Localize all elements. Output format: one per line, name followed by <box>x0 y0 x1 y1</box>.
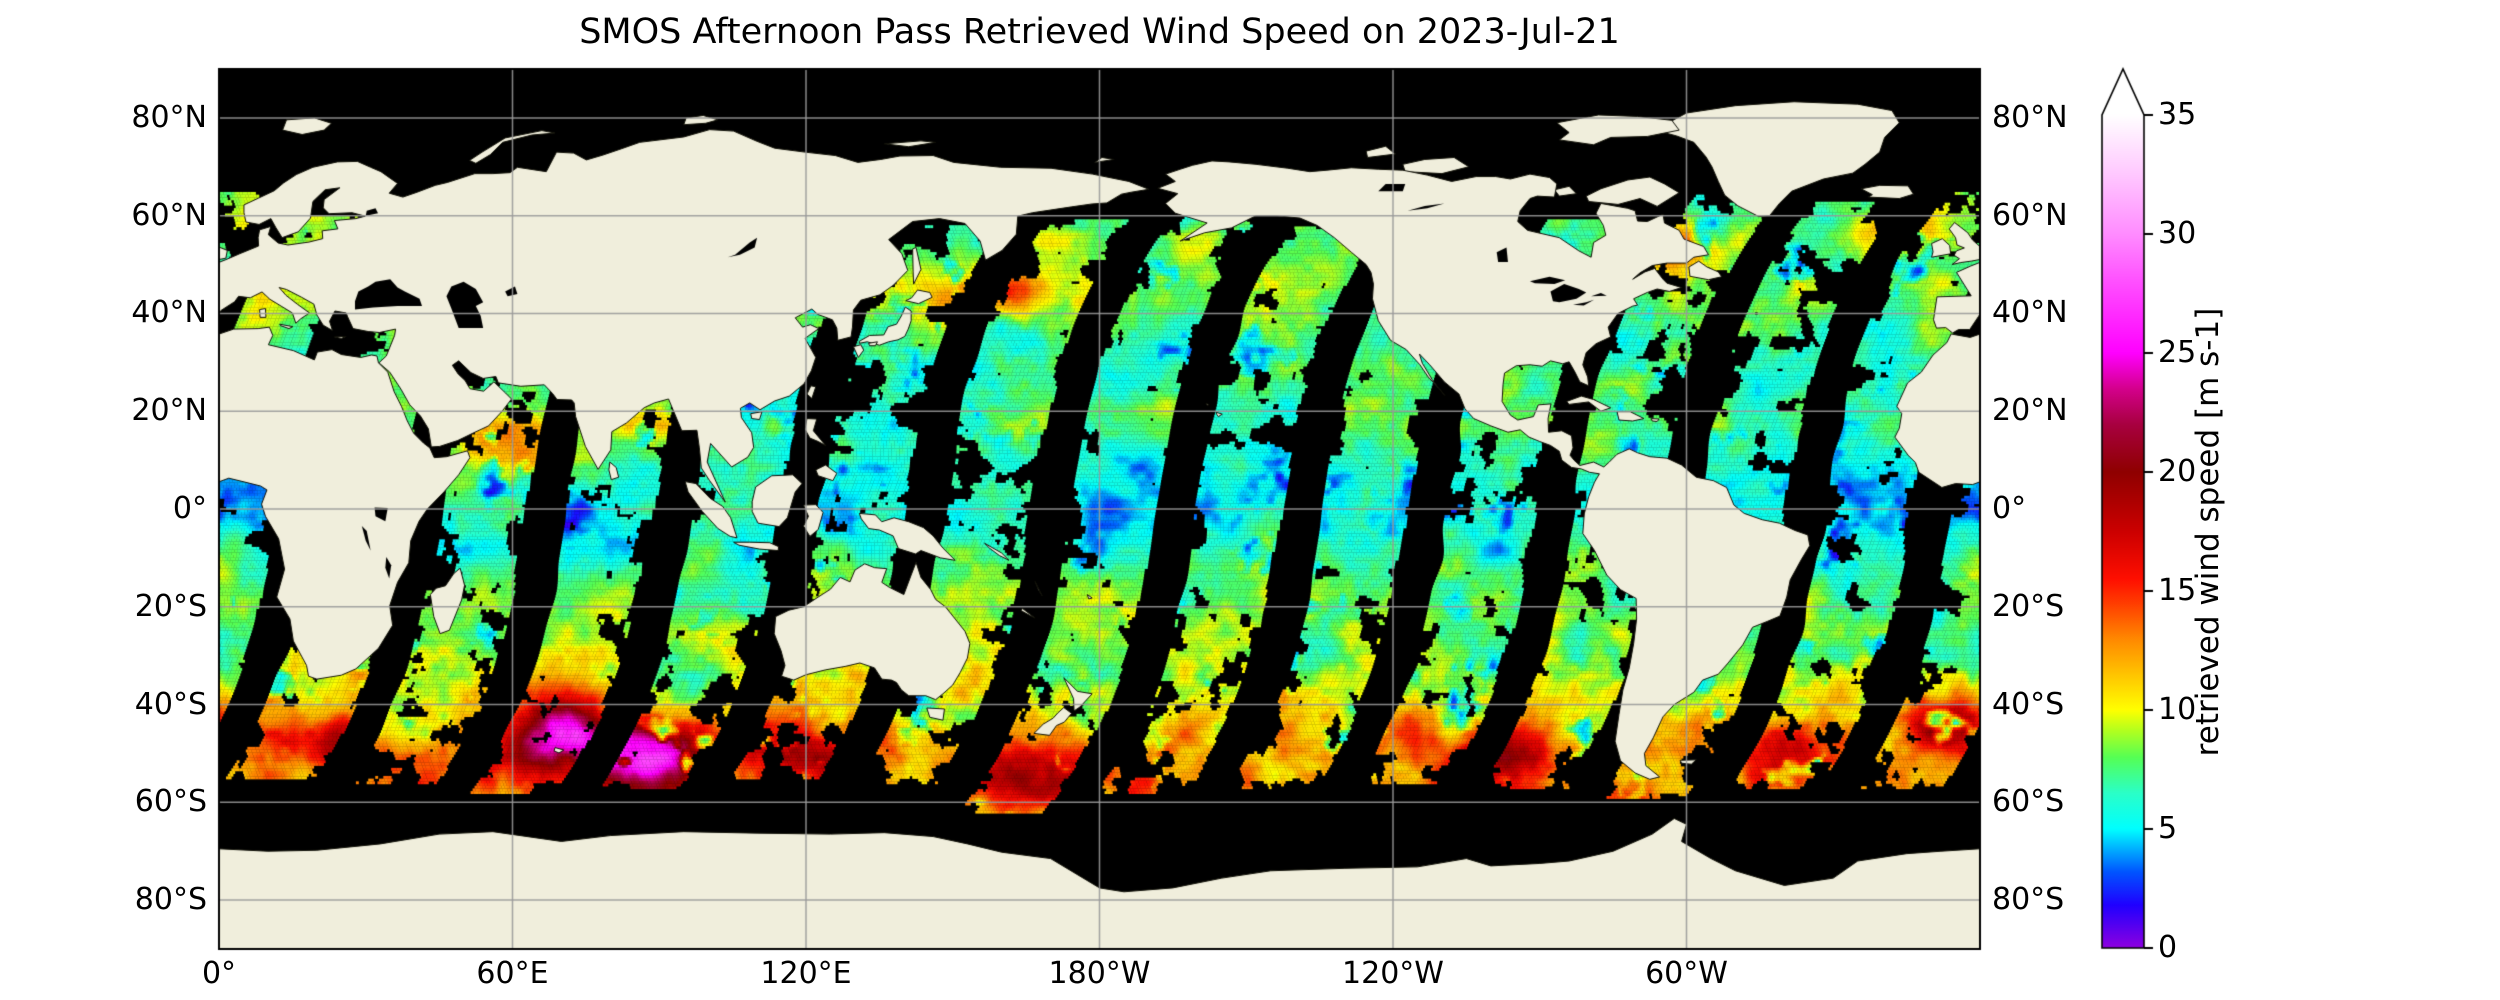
plot-title: SMOS Afternoon Pass Retrieved Wind Speed… <box>579 12 1620 52</box>
lon-tick-label: 120°E <box>760 956 852 991</box>
lat-tick-label: 60°S <box>1992 784 2065 820</box>
lon-tick-label: 0° <box>201 956 237 991</box>
lat-tick-label: 80°S <box>134 882 207 918</box>
lat-tick-label: 40°N <box>1992 295 2068 331</box>
lat-tick-label: 20°S <box>134 588 207 624</box>
lat-tick-label: 40°S <box>1992 686 2065 722</box>
colorbar-tick-label: 5 <box>2158 811 2178 846</box>
colorbar-tick-label: 15 <box>2158 573 2197 608</box>
colorbar-tick-label: 0 <box>2158 930 2178 965</box>
colorbar-tick-label: 25 <box>2158 335 2197 370</box>
lat-tick-label: 80°N <box>131 99 207 135</box>
colorbar-tick-label: 10 <box>2158 692 2197 727</box>
lat-tick-label: 20°N <box>131 393 207 429</box>
lat-tick-label: 40°S <box>134 686 207 722</box>
lat-tick-label: 60°N <box>1992 197 2068 233</box>
colorbar-tick-label: 20 <box>2158 454 2197 489</box>
lon-tick-label: 180°W <box>1048 956 1151 991</box>
lat-tick-label: 20°S <box>1992 588 2065 624</box>
lon-tick-label: 60°W <box>1645 956 1728 991</box>
lat-tick-label: 60°S <box>134 784 207 820</box>
colorbar-axis-label: retrieved wind speed [m s-1] <box>2190 307 2226 756</box>
colorbar-tick-label: 30 <box>2158 216 2197 251</box>
lon-tick-label: 120°W <box>1342 956 1444 991</box>
lat-tick-label: 40°N <box>131 295 207 331</box>
lon-tick-label: 60°E <box>476 956 549 991</box>
lat-tick-label: 60°N <box>131 197 207 233</box>
lat-tick-label: 80°S <box>1992 882 2065 918</box>
lat-tick-label: 80°N <box>1992 99 2068 135</box>
lat-tick-label: 0° <box>172 491 207 526</box>
colorbar-tick-label: 35 <box>2158 97 2197 132</box>
lat-tick-label: 0° <box>1992 491 2027 526</box>
lat-tick-label: 20°N <box>1992 393 2068 429</box>
